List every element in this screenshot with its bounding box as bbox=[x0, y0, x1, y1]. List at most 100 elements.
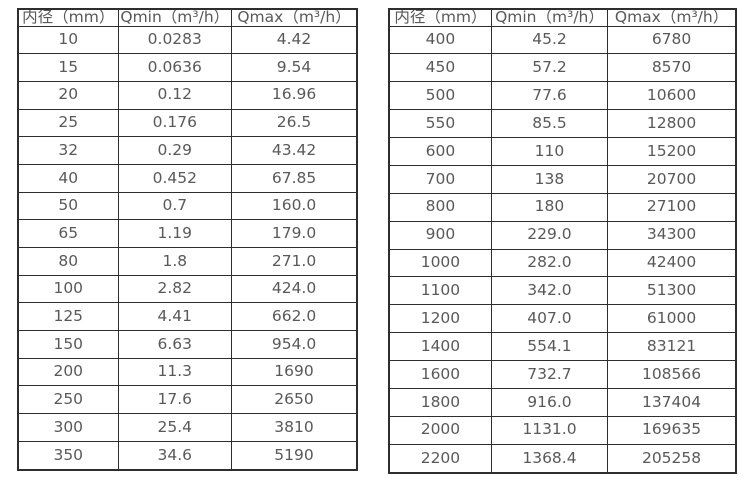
table-row: 1800 916.0 137404 bbox=[388, 387, 737, 417]
column-header: Qmax（m³/h） bbox=[231, 8, 358, 27]
table-cell: 10 bbox=[17, 25, 119, 55]
table-cell: 27100 bbox=[607, 192, 737, 222]
column-header: Qmin（m³/h） bbox=[117, 8, 233, 27]
table-cell: 57.2 bbox=[490, 53, 609, 83]
table-header-row: 内径（mm） Qmin（m³/h） Qmax（m³/h） bbox=[388, 8, 737, 27]
table-cell: 0.7 bbox=[117, 191, 233, 221]
table-cell: 554.1 bbox=[490, 332, 609, 361]
table-row: 1400 554.1 83121 bbox=[388, 332, 737, 361]
table-cell: 1400 bbox=[388, 332, 492, 361]
table-cell: 0.176 bbox=[117, 108, 233, 138]
table-cell: 1100 bbox=[388, 276, 492, 306]
table-row: 300 25.4 3810 bbox=[17, 413, 358, 442]
table-cell: 1368.4 bbox=[490, 443, 609, 474]
table-cell: 205258 bbox=[607, 443, 737, 474]
table-cell: 700 bbox=[388, 164, 492, 194]
table-row: 400 45.2 6780 bbox=[388, 25, 737, 55]
table-cell: 300 bbox=[17, 413, 119, 442]
table-row: 900 229.0 34300 bbox=[388, 220, 737, 250]
table-row: 15 0.0636 9.54 bbox=[17, 53, 358, 82]
table-cell: 11.3 bbox=[117, 357, 233, 387]
table-cell: 65 bbox=[17, 219, 119, 248]
table-cell: 1800 bbox=[388, 387, 492, 417]
table-cell: 51300 bbox=[607, 276, 737, 306]
table-cell: 350 bbox=[17, 440, 119, 471]
flow-rate-table-small-diameters: 内径（mm） Qmin（m³/h） Qmax（m³/h） 10 0.0283 4.42 15… bbox=[17, 8, 358, 471]
table-cell: 12800 bbox=[607, 109, 737, 138]
table-cell: 2200 bbox=[388, 443, 492, 474]
table-cell: 34300 bbox=[607, 220, 737, 250]
table-cell: 77.6 bbox=[490, 81, 609, 111]
table-cell: 732.7 bbox=[490, 360, 609, 389]
table-row: 1100 342.0 51300 bbox=[388, 276, 737, 306]
table-cell: 500 bbox=[388, 81, 492, 111]
column-header: Qmax（m³/h） bbox=[607, 8, 737, 27]
table-cell: 16.96 bbox=[231, 80, 358, 110]
table-cell: 200 bbox=[17, 357, 119, 387]
table-cell: 1600 bbox=[388, 360, 492, 389]
table-cell: 550 bbox=[388, 109, 492, 138]
table-cell: 85.5 bbox=[490, 109, 609, 138]
table-cell: 916.0 bbox=[490, 387, 609, 417]
table-cell: 160.0 bbox=[231, 191, 358, 221]
table-cell: 282.0 bbox=[490, 248, 609, 278]
table-cell: 83121 bbox=[607, 332, 737, 361]
table-cell: 250 bbox=[17, 385, 119, 415]
table-cell: 1200 bbox=[388, 304, 492, 334]
table-cell: 43.42 bbox=[231, 136, 358, 165]
table-cell: 1000 bbox=[388, 248, 492, 278]
table-cell: 32 bbox=[17, 136, 119, 165]
table-cell: 61000 bbox=[607, 304, 737, 334]
table-cell: 800 bbox=[388, 192, 492, 222]
table-cell: 10600 bbox=[607, 81, 737, 111]
table-cell: 900 bbox=[388, 220, 492, 250]
table-cell: 26.5 bbox=[231, 108, 358, 138]
table-row: 2000 1131.0 169635 bbox=[388, 415, 737, 445]
table-row: 800 180 27100 bbox=[388, 192, 737, 222]
table-row: 700 138 20700 bbox=[388, 164, 737, 194]
table-row: 200 11.3 1690 bbox=[17, 357, 358, 387]
table-header-row: 内径（mm） Qmin（m³/h） Qmax（m³/h） bbox=[17, 8, 358, 27]
table-cell: 138 bbox=[490, 164, 609, 194]
table-row: 450 57.2 8570 bbox=[388, 53, 737, 83]
table-cell: 25 bbox=[17, 108, 119, 138]
column-header: 内径（mm） bbox=[388, 8, 492, 27]
table-row: 150 6.63 954.0 bbox=[17, 330, 358, 359]
table-cell: 662.0 bbox=[231, 302, 358, 332]
table-cell: 6.63 bbox=[117, 330, 233, 359]
table-cell: 169635 bbox=[607, 415, 737, 445]
table-cell: 0.0283 bbox=[117, 25, 233, 55]
table-cell: 34.6 bbox=[117, 440, 233, 471]
table-cell: 1.8 bbox=[117, 247, 233, 276]
table-row: 50 0.7 160.0 bbox=[17, 191, 358, 221]
table-cell: 4.42 bbox=[231, 25, 358, 55]
table-row: 600 110 15200 bbox=[388, 137, 737, 166]
table-row: 550 85.5 12800 bbox=[388, 109, 737, 138]
table-cell: 2650 bbox=[231, 385, 358, 415]
table-cell: 42400 bbox=[607, 248, 737, 278]
table-cell: 2.82 bbox=[117, 274, 233, 304]
table-cell: 229.0 bbox=[490, 220, 609, 250]
table-cell: 5190 bbox=[231, 440, 358, 471]
table-cell: 20700 bbox=[607, 164, 737, 194]
table-cell: 0.29 bbox=[117, 136, 233, 165]
table-row: 80 1.8 271.0 bbox=[17, 247, 358, 276]
table-cell: 15 bbox=[17, 53, 119, 82]
table-row: 250 17.6 2650 bbox=[17, 385, 358, 415]
table-cell: 0.0636 bbox=[117, 53, 233, 82]
table-cell: 1.19 bbox=[117, 219, 233, 248]
table-cell: 67.85 bbox=[231, 163, 358, 193]
table-cell: 1690 bbox=[231, 357, 358, 387]
table-cell: 100 bbox=[17, 274, 119, 304]
table-cell: 400 bbox=[388, 25, 492, 55]
table-cell: 3810 bbox=[231, 413, 358, 442]
table-cell: 450 bbox=[388, 53, 492, 83]
table-cell: 407.0 bbox=[490, 304, 609, 334]
table-cell: 15200 bbox=[607, 137, 737, 166]
table-row: 2200 1368.4 205258 bbox=[388, 443, 737, 474]
table-cell: 110 bbox=[490, 137, 609, 166]
table-cell: 150 bbox=[17, 330, 119, 359]
table-cell: 25.4 bbox=[117, 413, 233, 442]
table-row: 10 0.0283 4.42 bbox=[17, 25, 358, 55]
table-cell: 108566 bbox=[607, 360, 737, 389]
